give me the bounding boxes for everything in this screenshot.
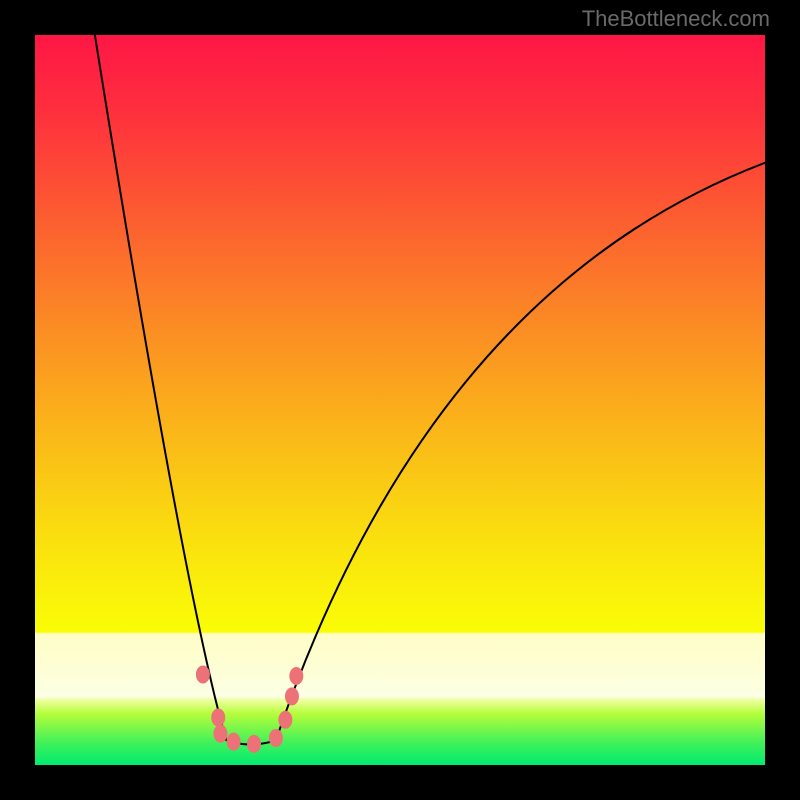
watermark-text: TheBottleneck.com: [582, 6, 770, 32]
data-marker: [285, 687, 299, 705]
data-marker: [213, 725, 227, 743]
data-marker: [211, 709, 225, 727]
data-marker: [289, 667, 303, 685]
data-marker: [196, 665, 210, 683]
data-marker: [227, 733, 241, 751]
gradient-background: [35, 35, 765, 765]
data-marker: [247, 735, 261, 753]
data-marker: [269, 729, 283, 747]
plot-svg: [35, 35, 765, 765]
data-marker: [278, 711, 292, 729]
chart-root: TheBottleneck.com: [0, 0, 800, 800]
plot-area: [35, 35, 765, 765]
